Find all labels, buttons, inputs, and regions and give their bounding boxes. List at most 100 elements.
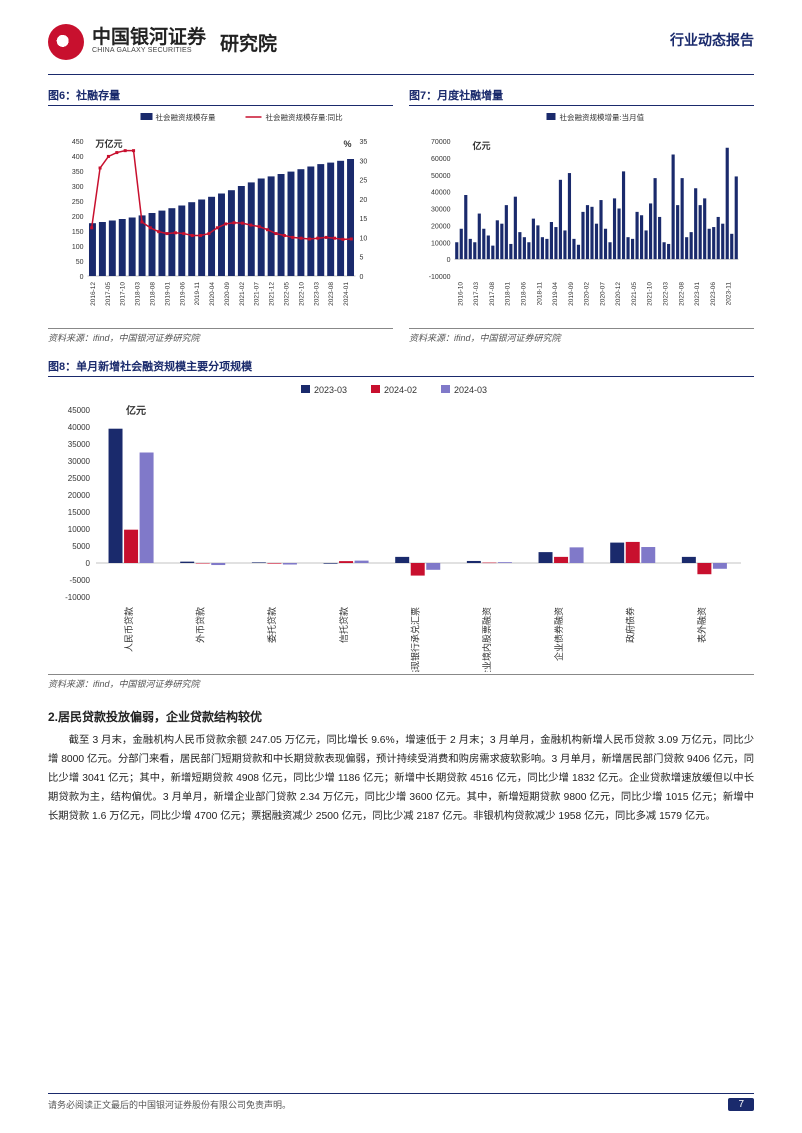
svg-text:5000: 5000 — [72, 542, 90, 551]
svg-text:表外融资: 表外融资 — [696, 607, 707, 643]
svg-text:200: 200 — [72, 214, 84, 221]
svg-text:60000: 60000 — [431, 156, 451, 163]
svg-text:2024-01: 2024-01 — [343, 282, 350, 306]
svg-text:70000: 70000 — [431, 139, 451, 146]
svg-text:2018-06: 2018-06 — [521, 282, 528, 306]
svg-text:450: 450 — [72, 139, 84, 146]
svg-text:30000: 30000 — [431, 207, 451, 214]
svg-text:信托贷款: 信托贷款 — [338, 607, 349, 643]
svg-text:2016-10: 2016-10 — [457, 282, 464, 306]
svg-text:30000: 30000 — [68, 457, 91, 466]
svg-text:2020-02: 2020-02 — [584, 282, 591, 306]
section-2-paragraph: 截至 3 月末，金融机构人民币贷款余额 247.05 万亿元，同比增长 9.6%… — [48, 731, 754, 826]
figure-7-chart: 社会融资规模增量:当月值亿元-1000001000020000300004000… — [409, 111, 754, 326]
svg-text:35: 35 — [360, 139, 368, 146]
svg-text:5: 5 — [360, 255, 364, 262]
svg-text:100: 100 — [72, 244, 84, 251]
svg-text:2023-06: 2023-06 — [710, 282, 717, 306]
company-logo-icon — [48, 24, 84, 60]
svg-text:人民币贷款: 人民币贷款 — [123, 607, 134, 652]
svg-text:25: 25 — [360, 178, 368, 185]
svg-text:40000: 40000 — [431, 190, 451, 197]
svg-text:20000: 20000 — [68, 491, 91, 500]
svg-text:0: 0 — [360, 274, 364, 281]
svg-text:2020-12: 2020-12 — [615, 282, 622, 306]
svg-text:未贴现银行承兑汇票: 未贴现银行承兑汇票 — [410, 607, 421, 672]
svg-text:2017-08: 2017-08 — [489, 282, 496, 306]
svg-text:-10000: -10000 — [65, 593, 90, 602]
svg-text:2021-12: 2021-12 — [269, 282, 276, 306]
svg-text:2023-03: 2023-03 — [313, 282, 320, 306]
svg-text:0: 0 — [447, 257, 451, 264]
svg-text:亿元: 亿元 — [126, 404, 146, 417]
company-name-block: 中国银河证券 CHINA GALAXY SECURITIES — [92, 28, 206, 55]
svg-text:50: 50 — [76, 259, 84, 266]
figure-7: 图7：月度社融增量 社会融资规模增量:当月值亿元-100000100002000… — [409, 87, 754, 344]
svg-text:2020-09: 2020-09 — [224, 282, 231, 306]
svg-text:30: 30 — [360, 158, 368, 165]
svg-text:2019-04: 2019-04 — [552, 282, 559, 306]
svg-text:15: 15 — [360, 216, 368, 223]
svg-text:委托贷款: 委托贷款 — [266, 607, 277, 643]
svg-text:2018-01: 2018-01 — [505, 282, 512, 306]
figure-7-credit: 资料来源：ifind，中国银河证券研究院 — [409, 328, 754, 344]
svg-text:万亿元: 万亿元 — [95, 138, 123, 149]
header-left: 中国银河证券 CHINA GALAXY SECURITIES 研究院 — [48, 24, 277, 60]
company-name-cn: 中国银河证券 — [92, 28, 206, 47]
svg-text:250: 250 — [72, 199, 84, 206]
svg-text:非金融企业境内股票融资: 非金融企业境内股票融资 — [481, 607, 492, 672]
svg-text:2020-07: 2020-07 — [599, 282, 606, 306]
svg-text:50000: 50000 — [431, 173, 451, 180]
svg-text:2022-08: 2022-08 — [678, 282, 685, 306]
svg-text:2019-09: 2019-09 — [568, 282, 575, 306]
svg-text:2023-01: 2023-01 — [694, 282, 701, 306]
svg-text:亿元: 亿元 — [473, 140, 491, 151]
svg-text:企业债券融资: 企业债券融资 — [553, 607, 564, 661]
svg-text:10000: 10000 — [431, 240, 451, 247]
svg-text:2023-08: 2023-08 — [328, 282, 335, 306]
svg-text:2019-11: 2019-11 — [194, 282, 201, 306]
figure-6-chart: 社会融资规模存量社会融资规模存量:同比万亿元%05010015020025030… — [48, 111, 393, 326]
figure-8-credit: 资料来源：ifind，中国银河证券研究院 — [48, 674, 754, 690]
svg-text:10000: 10000 — [68, 525, 91, 534]
svg-text:20000: 20000 — [431, 223, 451, 230]
figure-7-title: 图7：月度社融增量 — [409, 87, 754, 106]
svg-text:%: % — [343, 139, 351, 149]
svg-text:2021-02: 2021-02 — [239, 282, 246, 306]
figure-8: 图8：单月新增社会融资规模主要分项规模 2023-032024-022024-0… — [48, 358, 754, 690]
report-header: 中国银河证券 CHINA GALAXY SECURITIES 研究院 行业动态报… — [48, 24, 754, 72]
company-name-en: CHINA GALAXY SECURITIES — [92, 47, 206, 55]
svg-text:15000: 15000 — [68, 508, 91, 517]
svg-text:2022-03: 2022-03 — [663, 282, 670, 306]
svg-text:社会融资规模存量: 社会融资规模存量 — [156, 112, 216, 122]
svg-text:150: 150 — [72, 229, 84, 236]
header-divider — [48, 74, 754, 75]
svg-text:2016-12: 2016-12 — [90, 282, 97, 306]
figure-8-chart: 2023-032024-022024-03亿元-10000-5000050001… — [48, 382, 754, 672]
figure-6-credit: 资料来源：ifind，中国银河证券研究院 — [48, 328, 393, 344]
svg-text:2023-11: 2023-11 — [726, 282, 733, 306]
svg-text:45000: 45000 — [68, 406, 91, 415]
figure-8-title: 图8：单月新增社会融资规模主要分项规模 — [48, 358, 754, 377]
svg-text:2019-06: 2019-06 — [179, 282, 186, 306]
svg-text:外币贷款: 外币贷款 — [195, 607, 206, 643]
page-footer: 请务必阅读正文最后的中国银河证券股份有限公司免责声明。 7 — [0, 1093, 802, 1111]
svg-text:2018-11: 2018-11 — [536, 282, 543, 306]
svg-text:25000: 25000 — [68, 474, 91, 483]
svg-text:政府债券: 政府债券 — [625, 607, 636, 643]
svg-text:2020-04: 2020-04 — [209, 282, 216, 306]
svg-text:2018-03: 2018-03 — [135, 282, 142, 306]
svg-text:2021-05: 2021-05 — [631, 282, 638, 306]
figure-6-title: 图6：社融存量 — [48, 87, 393, 106]
svg-text:40000: 40000 — [68, 423, 91, 432]
svg-text:0: 0 — [86, 559, 91, 568]
svg-text:2017-10: 2017-10 — [120, 282, 127, 306]
figure-6: 图6：社融存量 社会融资规模存量社会融资规模存量:同比万亿元%050100150… — [48, 87, 393, 344]
footer-disclaimer: 请务必阅读正文最后的中国银河证券股份有限公司免责声明。 — [48, 1098, 291, 1111]
svg-text:-5000: -5000 — [70, 576, 91, 585]
institute-label: 研究院 — [220, 29, 277, 56]
svg-text:300: 300 — [72, 184, 84, 191]
svg-text:-10000: -10000 — [429, 274, 451, 281]
svg-text:2022-05: 2022-05 — [284, 282, 291, 306]
svg-text:35000: 35000 — [68, 440, 91, 449]
